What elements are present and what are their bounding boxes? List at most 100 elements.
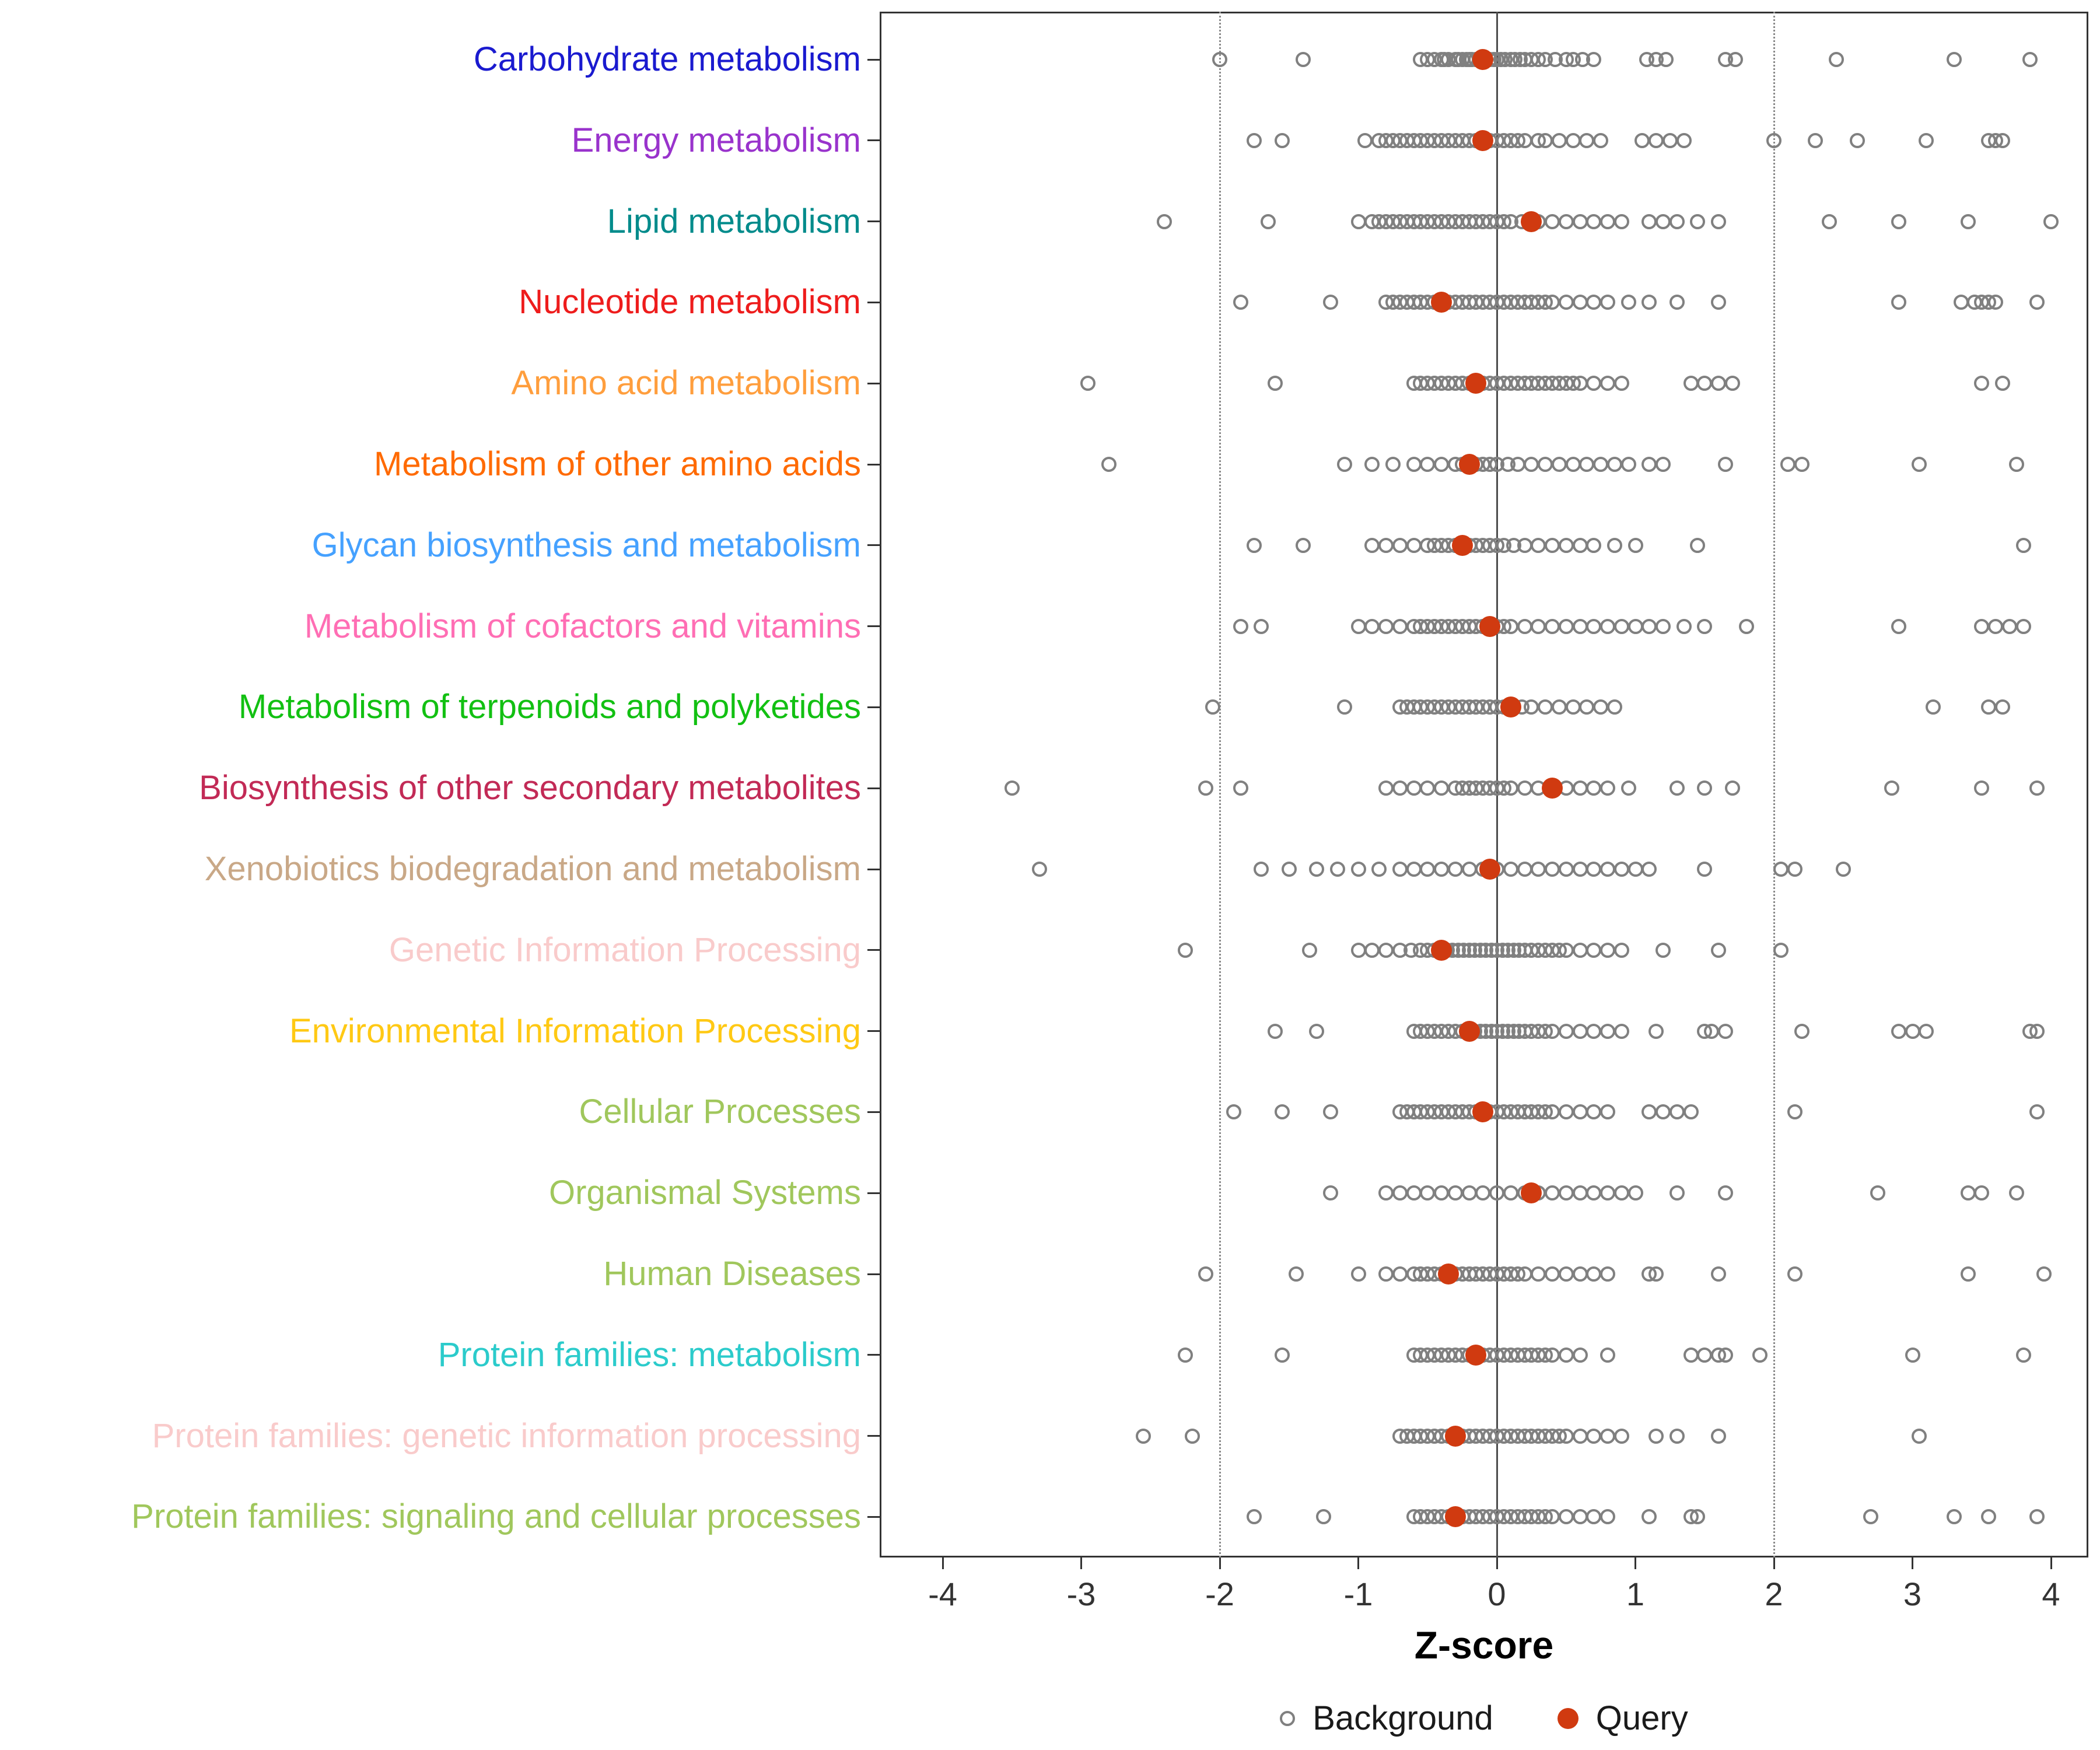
background-point xyxy=(1406,457,1422,472)
background-point xyxy=(1656,457,1671,472)
background-point xyxy=(1233,618,1248,634)
background-point xyxy=(1884,780,1899,796)
background-point xyxy=(1538,132,1553,148)
background-point xyxy=(1780,457,1796,472)
background-point xyxy=(1434,1185,1449,1201)
background-point xyxy=(1994,376,2010,391)
background-point xyxy=(1558,1023,1574,1039)
background-point xyxy=(1184,1428,1200,1444)
background-point xyxy=(1378,618,1394,634)
background-point xyxy=(1593,457,1609,472)
query-point xyxy=(1451,534,1473,556)
background-point xyxy=(1849,132,1865,148)
background-point xyxy=(1642,862,1657,877)
category-label: Metabolism of other amino acids xyxy=(374,445,861,483)
background-point xyxy=(1683,1347,1699,1363)
background-point xyxy=(1697,780,1713,796)
background-point xyxy=(1461,862,1477,877)
background-point xyxy=(1787,862,1803,877)
background-point xyxy=(1642,618,1657,634)
background-point xyxy=(1392,537,1408,553)
background-point xyxy=(1724,780,1740,796)
background-point xyxy=(1614,1023,1629,1039)
background-point xyxy=(1447,1185,1463,1201)
background-point xyxy=(1565,457,1581,472)
background-point xyxy=(1406,537,1422,553)
query-point-icon xyxy=(1557,1707,1578,1729)
x-axis-tick-label: 2 xyxy=(1765,1576,1783,1612)
background-point xyxy=(1545,537,1560,553)
background-point xyxy=(1669,780,1685,796)
background-point xyxy=(1545,618,1560,634)
background-point xyxy=(1406,1185,1422,1201)
background-point xyxy=(1988,295,2003,310)
reference-line-dotted xyxy=(1773,12,1775,1558)
background-point xyxy=(1558,295,1574,310)
background-point xyxy=(1517,780,1532,796)
background-point xyxy=(1717,1347,1733,1363)
query-point xyxy=(1465,373,1487,394)
background-point xyxy=(1960,214,1976,229)
background-point xyxy=(1572,376,1588,391)
background-point xyxy=(1261,214,1276,229)
background-point xyxy=(1773,862,1788,877)
background-point xyxy=(1593,132,1609,148)
background-point xyxy=(1620,780,1636,796)
background-point xyxy=(1329,862,1345,877)
background-point xyxy=(1247,132,1262,148)
background-point xyxy=(1835,862,1851,877)
background-point xyxy=(1669,1428,1685,1444)
background-point xyxy=(1572,1023,1588,1039)
background-point xyxy=(1503,1185,1518,1201)
background-point xyxy=(1447,862,1463,877)
background-point xyxy=(1572,618,1588,634)
y-axis-tick-mark xyxy=(867,544,880,547)
background-point xyxy=(1503,862,1518,877)
query-point xyxy=(1479,859,1501,880)
x-axis-tick-mark xyxy=(1080,1558,1082,1569)
background-point xyxy=(1531,618,1546,634)
category-label: Protein families: metabolism xyxy=(438,1335,861,1374)
background-point xyxy=(1676,132,1692,148)
y-axis-tick-mark xyxy=(867,1192,880,1194)
background-point xyxy=(1177,942,1193,958)
background-point xyxy=(1364,942,1380,958)
background-point xyxy=(1565,132,1581,148)
query-point xyxy=(1472,49,1494,70)
query-point xyxy=(1479,615,1501,637)
background-point xyxy=(1558,862,1574,877)
background-point xyxy=(1254,618,1269,634)
background-point xyxy=(1669,295,1685,310)
query-point xyxy=(1472,1101,1494,1123)
background-point xyxy=(1606,457,1622,472)
background-point xyxy=(1551,457,1567,472)
background-point xyxy=(1538,457,1553,472)
background-point xyxy=(2029,780,2045,796)
background-point xyxy=(1503,780,1518,796)
background-point xyxy=(1323,1104,1338,1120)
background-point xyxy=(1281,862,1297,877)
background-point xyxy=(1572,1509,1588,1525)
background-point xyxy=(1711,1428,1726,1444)
background-point xyxy=(2029,295,2045,310)
y-axis-tick-mark xyxy=(867,706,880,708)
background-point xyxy=(2029,1023,2045,1039)
background-point xyxy=(1357,132,1373,148)
background-point xyxy=(1545,862,1560,877)
background-point xyxy=(1586,942,1602,958)
background-point xyxy=(1350,942,1366,958)
y-axis-tick-mark xyxy=(867,301,880,303)
background-point xyxy=(1711,942,1726,958)
background-point xyxy=(1572,862,1588,877)
background-point xyxy=(1600,1266,1615,1282)
background-point xyxy=(1683,1104,1699,1120)
background-point xyxy=(1600,1185,1615,1201)
background-point xyxy=(1558,1347,1574,1363)
background-point xyxy=(1461,1185,1477,1201)
background-point xyxy=(1600,376,1615,391)
background-point xyxy=(1288,1266,1304,1282)
x-axis-tick-label: -4 xyxy=(928,1576,957,1612)
background-point xyxy=(1392,780,1408,796)
category-label: Nucleotide metabolism xyxy=(519,283,861,321)
